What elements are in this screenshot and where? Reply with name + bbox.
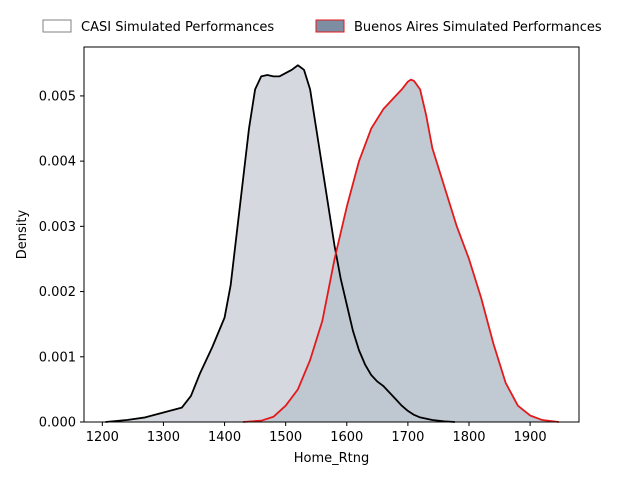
series-0-line xyxy=(105,64,455,423)
y-tick-label: 0.005 xyxy=(39,89,76,104)
x-axis: 1200 1300 1400 1500 1600 1700 1800 1900 xyxy=(86,422,547,445)
legend-label-casi: CASI Simulated Performances xyxy=(81,20,274,35)
legend: CASI Simulated Performances Buenos Aires… xyxy=(42,19,602,35)
x-tick-label: 1600 xyxy=(330,430,363,445)
y-axis-label: Density xyxy=(15,209,30,259)
plot-area xyxy=(105,64,559,423)
y-tick-label: 0.004 xyxy=(39,155,76,170)
x-tick-label: 1700 xyxy=(391,430,424,445)
x-tick-label: 1300 xyxy=(147,430,180,445)
x-tick-label: 1400 xyxy=(208,430,241,445)
legend-swatch-buenos-aires xyxy=(315,19,345,33)
y-tick-label: 0.000 xyxy=(39,416,76,431)
y-axis: 0.000 0.001 0.002 0.003 0.004 0.005 xyxy=(39,89,84,431)
series-0-fill xyxy=(105,65,455,422)
plot-frame xyxy=(83,46,580,423)
series-1-fill xyxy=(242,79,559,423)
x-axis-label: Home_Rtng xyxy=(294,451,370,466)
x-tick-label: 1900 xyxy=(514,430,547,445)
x-tick-label: 1200 xyxy=(86,430,119,445)
legend-swatch-casi xyxy=(42,19,72,33)
x-tick-label: 1500 xyxy=(269,430,302,445)
y-tick-label: 0.001 xyxy=(39,350,76,365)
series-1-line xyxy=(242,78,559,423)
y-tick-label: 0.002 xyxy=(39,285,76,300)
legend-label-buenos-aires: Buenos Aires Simulated Performances xyxy=(354,20,602,35)
x-tick-label: 1800 xyxy=(452,430,485,445)
y-tick-label: 0.003 xyxy=(39,220,76,235)
